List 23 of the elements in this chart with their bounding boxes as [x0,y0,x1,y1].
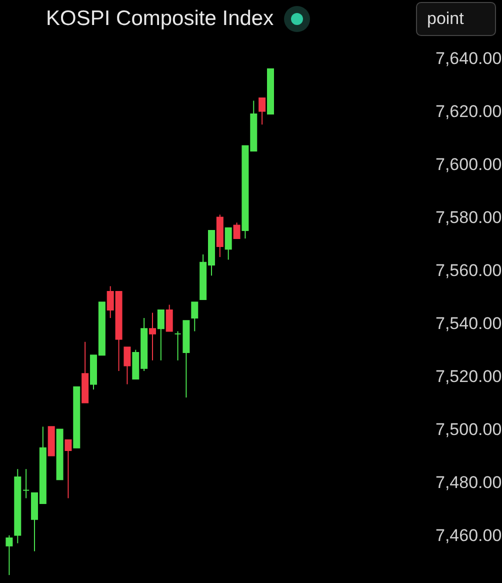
candlestick [166,304,173,332]
candlestick [157,310,164,361]
candlestick [64,439,72,499]
y-tick-label: 7,600.00 [436,154,502,174]
y-tick-label: 7,480.00 [436,472,502,492]
candlestick [149,312,156,361]
y-tick-label: 7,580.00 [436,208,502,227]
candlestick [233,222,240,239]
y-tick-label: 7,620.00 [436,102,502,121]
y-tick-label: 7,500.00 [436,420,502,439]
text: point [416,2,496,36]
chart-title: KOSPI Composite Index [46,7,274,31]
candlestick [6,534,13,576]
y-tick-label: 7,540.00 [436,314,502,333]
candlestick [258,98,266,126]
y-tick-label: 7,560.00 [436,260,502,280]
y-tick-label: 7,460.00 [436,526,502,545]
candlestick [124,346,131,385]
candlestick [22,468,30,499]
candlestick [191,302,198,332]
y-tick-label: 7,640.00 [436,48,502,68]
y-tick-label: 7,520.00 [436,366,502,386]
candlestick [224,227,232,260]
